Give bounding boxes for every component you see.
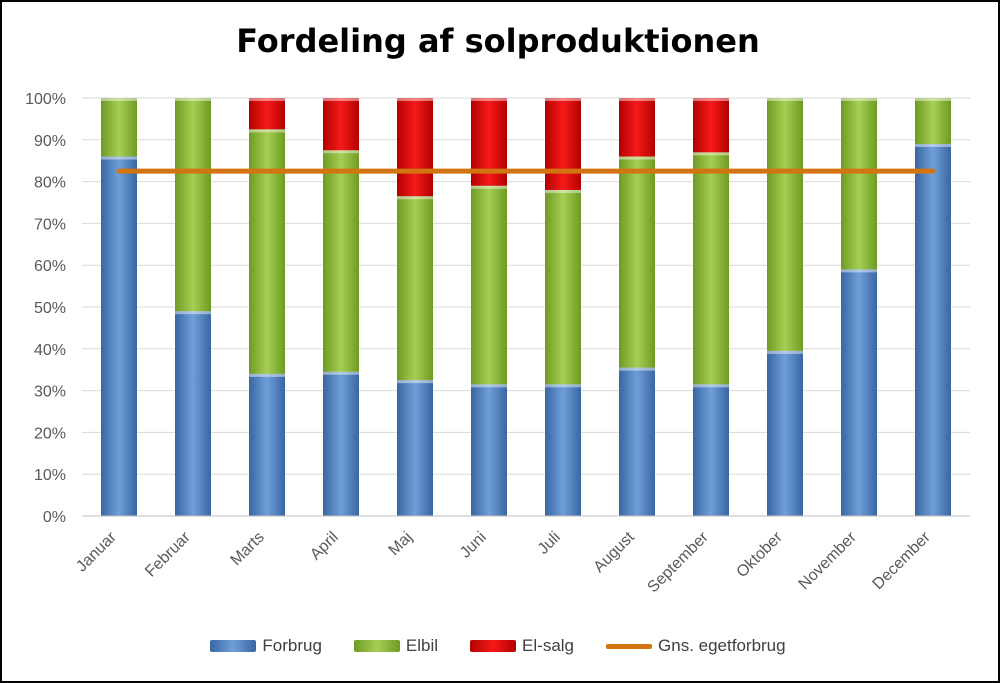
legend-label-el-salg: El-salg (522, 636, 575, 655)
bar-highlight (249, 98, 285, 101)
bar-highlight (397, 98, 433, 101)
legend-item-forbrug: Forbrug (210, 636, 322, 656)
bar-highlight (693, 152, 729, 156)
chart-title: Fordeling af solproduktionen (236, 22, 760, 60)
bar-highlight (841, 98, 877, 101)
x-tick-label: Marts (228, 529, 268, 569)
bar-elbil-december (915, 98, 951, 144)
bar-forbrug-maj (397, 380, 433, 516)
y-tick-label: 20% (34, 425, 66, 442)
y-tick-label: 100% (25, 91, 66, 108)
x-tick-label: November (796, 528, 861, 593)
bar-elbil-august (619, 156, 655, 368)
bar-highlight (619, 98, 655, 101)
bar-el-salg-marts (249, 98, 285, 130)
y-tick-label: 0% (43, 509, 66, 526)
bar-highlight (175, 98, 211, 101)
y-tick-label: 70% (34, 216, 66, 233)
bar-highlight (693, 98, 729, 101)
bar-forbrug-december (915, 143, 951, 517)
x-tick-label: Januar (73, 528, 120, 575)
legend-swatch-gns-egetforbrug (606, 643, 653, 649)
bar-highlight (545, 189, 581, 193)
bar-elbil-juli (545, 189, 581, 385)
bar-highlight (397, 196, 433, 200)
bar-elbil-november (841, 98, 877, 270)
bar-highlight (249, 129, 285, 133)
legend-item-el-salg: El-salg (470, 636, 574, 656)
bar-el-salg-maj (397, 98, 433, 197)
bar-elbil-januar (101, 98, 137, 157)
x-tick-label: December (870, 528, 935, 593)
bar-forbrug-september (693, 384, 729, 516)
bar-forbrug-marts (249, 373, 285, 516)
y-tick-label: 50% (34, 300, 66, 317)
bar-highlight (175, 311, 211, 315)
bar-highlight (101, 98, 137, 101)
bar-elbil-juni (471, 185, 507, 385)
legend-swatch-forbrug (210, 640, 257, 652)
bar-forbrug-april (323, 371, 359, 516)
bar-highlight (767, 350, 803, 354)
bar-highlight (323, 150, 359, 154)
bar-highlight (841, 269, 877, 273)
bar-highlight (323, 371, 359, 375)
y-tick-label: 10% (34, 467, 66, 484)
bar-forbrug-oktober (767, 350, 803, 516)
bar-forbrug-november (841, 269, 877, 516)
bar-highlight (915, 98, 951, 101)
bar-highlight (471, 98, 507, 101)
x-tick-label: Oktober (734, 528, 787, 581)
bar-el-salg-april (323, 98, 359, 151)
x-tick-label: Maj (386, 529, 416, 559)
bar-forbrug-januar (101, 156, 137, 516)
legend-item-gns-egetforbrug: Gns. egetforbrug (606, 636, 786, 656)
bar-el-salg-juli (545, 98, 581, 190)
bar-forbrug-juli (545, 384, 581, 516)
x-tick-label: Februar (142, 528, 194, 580)
bar-highlight (471, 185, 507, 189)
bar-elbil-februar (175, 98, 211, 312)
bar-highlight (767, 98, 803, 101)
legend-swatch-el-salg (470, 640, 517, 652)
bar-highlight (249, 373, 285, 377)
bar-forbrug-juni (471, 384, 507, 516)
y-tick-label: 30% (34, 384, 66, 401)
y-tick-label: 40% (34, 342, 66, 359)
legend-label-forbrug: Forbrug (262, 636, 322, 655)
bar-highlight (323, 98, 359, 101)
bar-highlight (545, 384, 581, 388)
bar-highlight (619, 367, 655, 371)
bar-highlight (693, 384, 729, 388)
x-tick-label: April (307, 529, 342, 564)
bar-highlight (545, 98, 581, 101)
bar-forbrug-august (619, 367, 655, 516)
bar-highlight (101, 156, 137, 160)
bar-highlight (397, 380, 433, 384)
bar-forbrug-februar (175, 311, 211, 516)
x-tick-label: August (591, 528, 639, 576)
bar-el-salg-september (693, 98, 729, 153)
bar-elbil-oktober (767, 98, 803, 351)
y-tick-label: 80% (34, 175, 66, 192)
x-tick-label: September (644, 528, 712, 596)
legend-label-elbil: Elbil (405, 636, 439, 655)
y-tick-label: 60% (34, 258, 66, 275)
bar-highlight (471, 384, 507, 388)
x-tick-label: Juni (457, 529, 490, 562)
x-tick-label: Juli (535, 529, 564, 558)
bar-highlight (915, 143, 951, 147)
bar-highlight (619, 156, 655, 160)
bar-el-salg-august (619, 98, 655, 157)
bar-elbil-maj (397, 196, 433, 381)
legend-label-gns-egetforbrug: Gns. egetforbrug (658, 636, 786, 655)
y-tick-label: 90% (34, 133, 66, 150)
legend-swatch-elbil (353, 640, 400, 652)
legend-item-elbil: Elbil (353, 636, 439, 656)
bar-elbil-april (323, 150, 359, 372)
bar-elbil-marts (249, 129, 285, 374)
chart-legend: Forbrug Elbil El-salg Gns. egetforbrug (0, 636, 996, 656)
bar-elbil-september (693, 152, 729, 385)
